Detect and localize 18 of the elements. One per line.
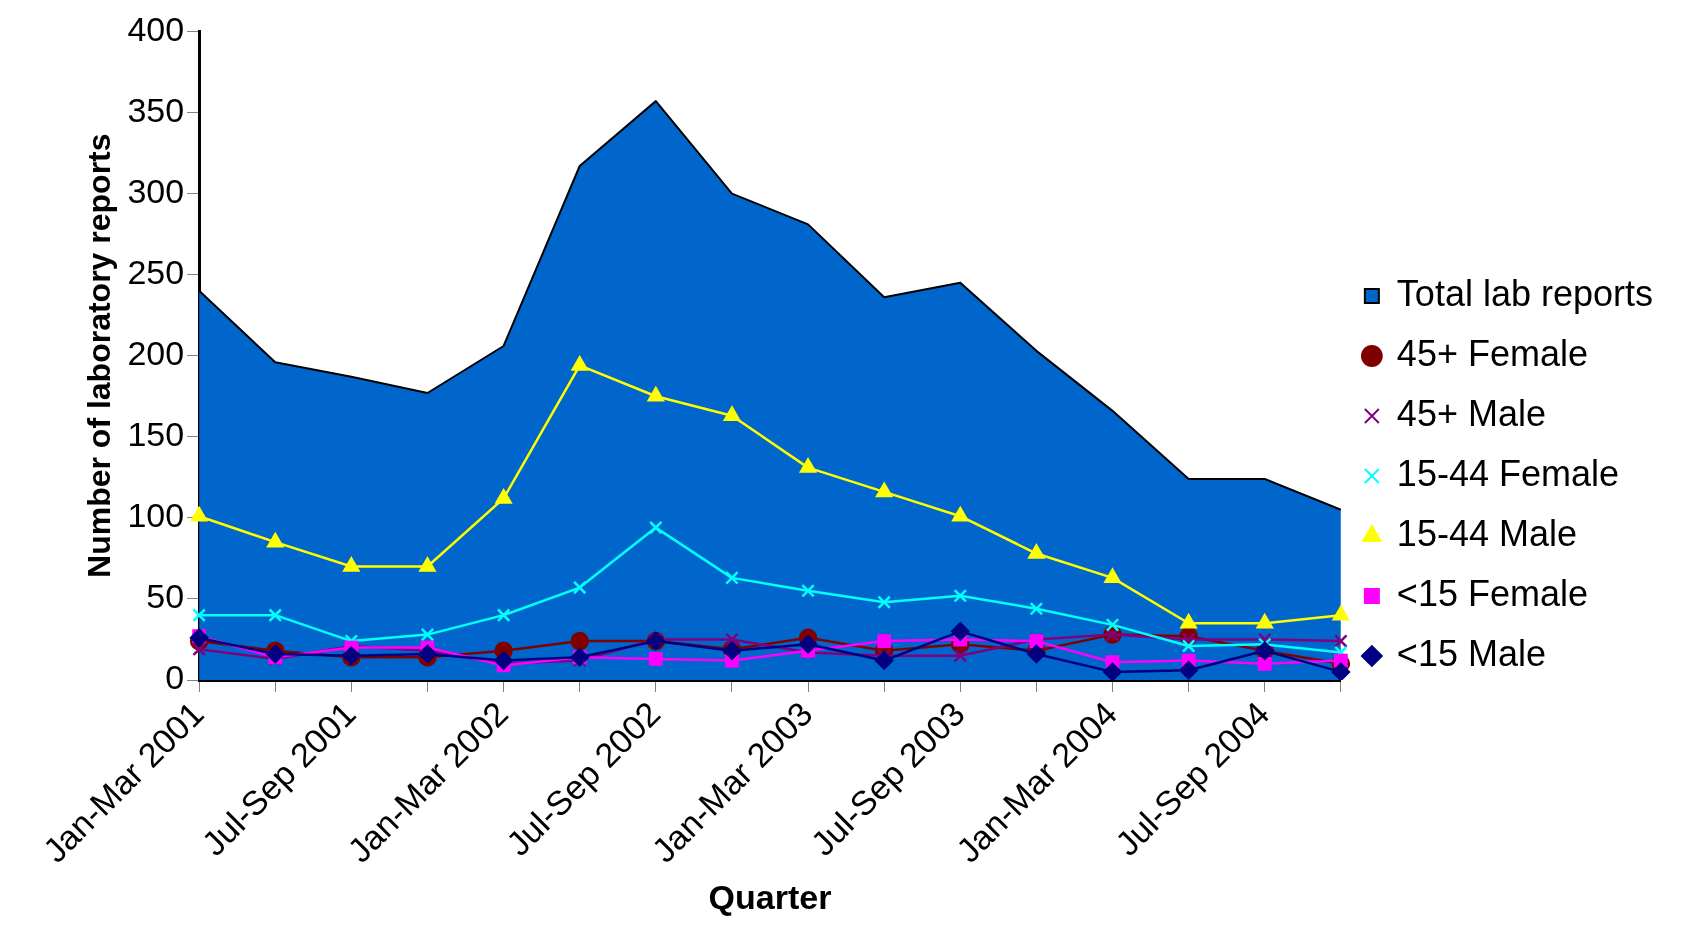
y-tick-label: 200 [127, 334, 185, 373]
y-tick-label: 250 [127, 253, 185, 292]
legend-label: <15 Male [1396, 632, 1546, 674]
y-tick-label: 350 [127, 90, 185, 129]
legend-label: Total lab reports [1396, 272, 1654, 314]
legend-label: 15-44 Female [1396, 452, 1619, 494]
y-tick-label: 100 [127, 496, 185, 535]
y-tick-label: 0 [165, 658, 185, 697]
y-tick-label: 300 [127, 171, 185, 210]
x-axis-title: Quarter [708, 877, 832, 916]
y-tick-label: 400 [127, 9, 185, 48]
y-tick-label: 50 [146, 577, 185, 616]
legend-label: 45+ Female [1396, 332, 1588, 374]
legend-label: <15 Female [1396, 572, 1588, 614]
legend-label: 15-44 Male [1396, 512, 1577, 554]
legend-label: 45+ Male [1396, 392, 1546, 434]
y-tick-label: 150 [127, 415, 185, 454]
y-axis-title: Number of laboratory reports [81, 133, 118, 578]
